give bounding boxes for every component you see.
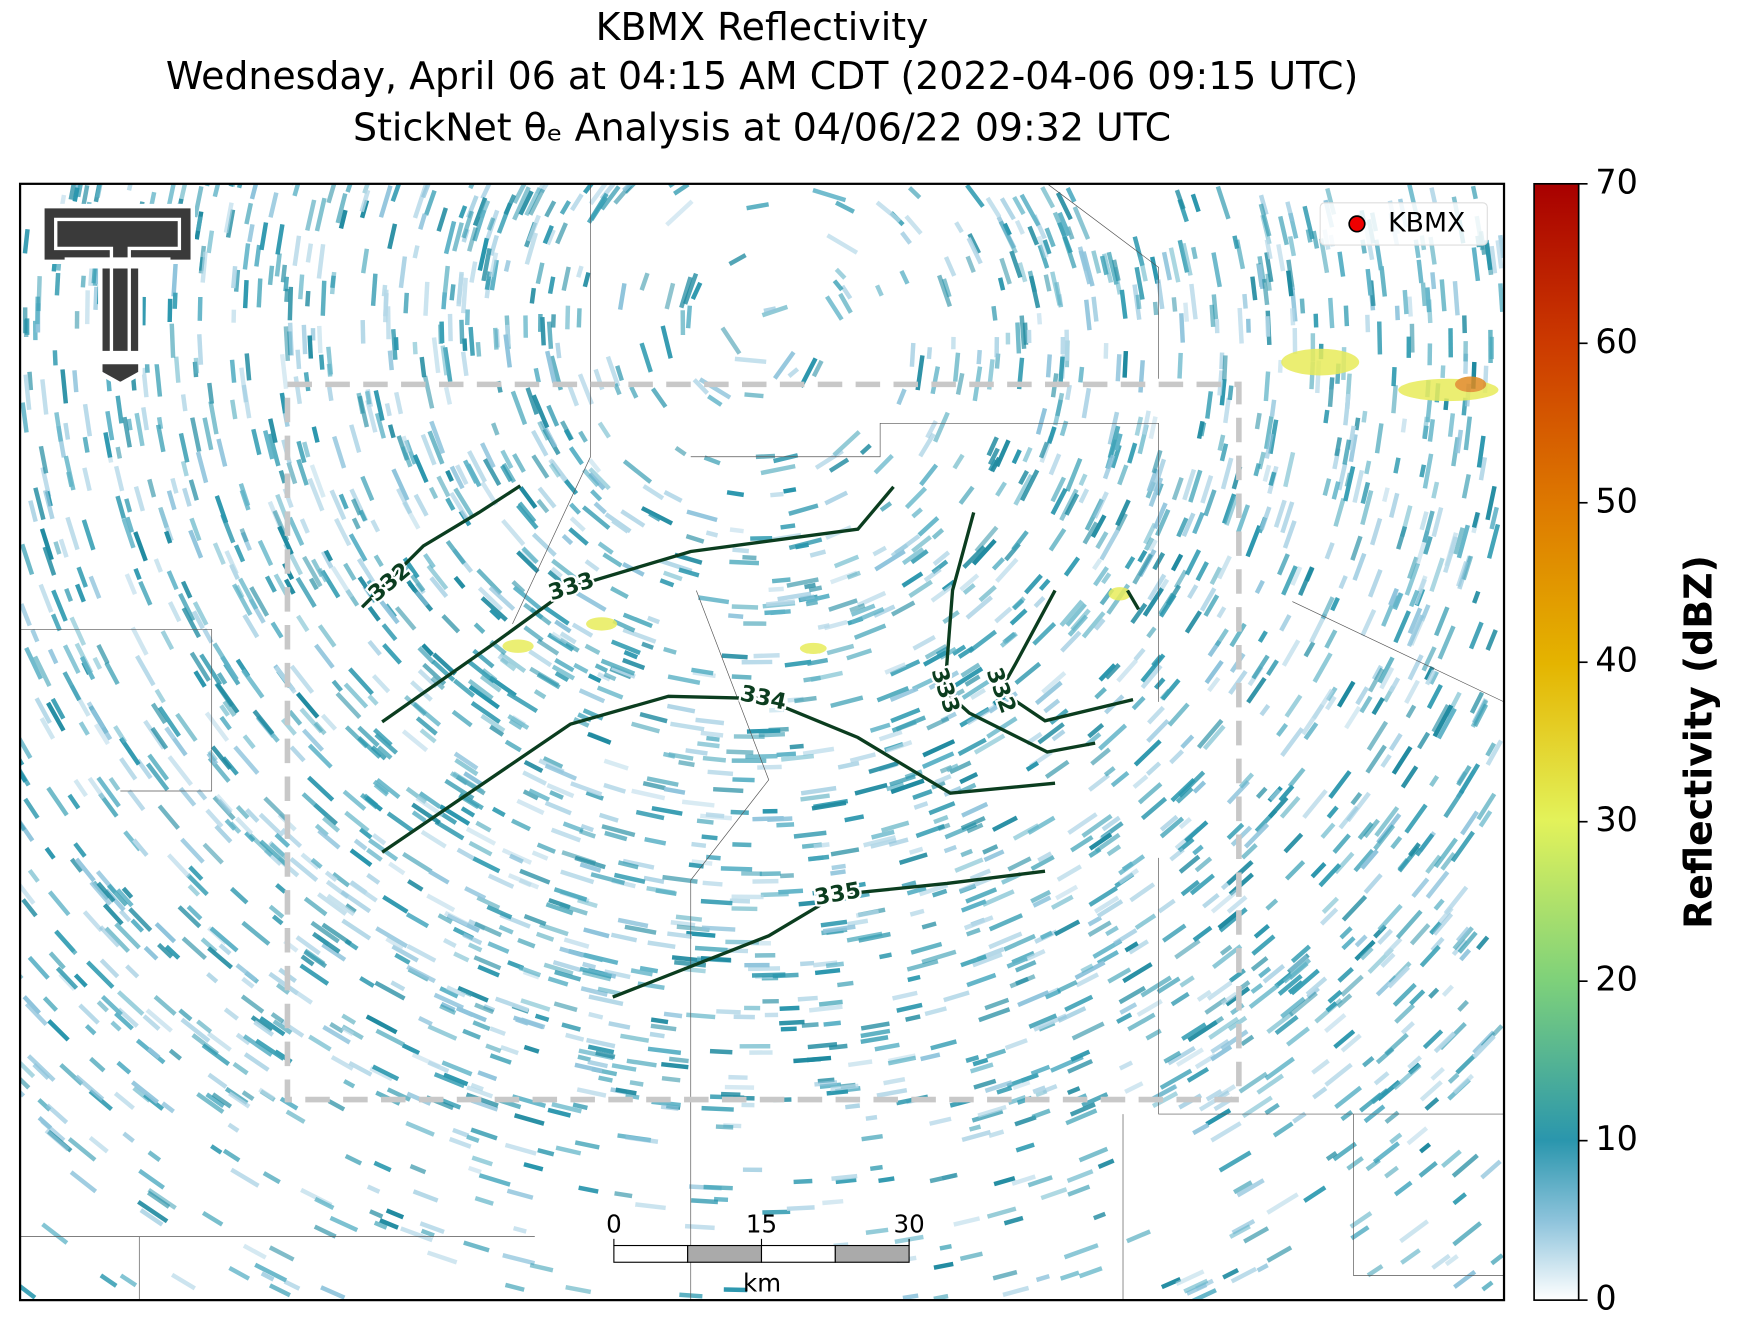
subtitle: Wednesday, April 06 at 04:15 AM CDT (202… [166,54,1358,98]
colorbar-tick-label: 10 [1595,1119,1638,1158]
analysis-domain [284,381,1242,1103]
scale-unit: km [743,1269,781,1298]
colorbar-label: Reflectivity (dBZ) [1677,555,1721,929]
colorbar-tick-label: 60 [1595,322,1638,361]
radar-echoes [20,183,1505,1301]
county-borders [20,183,1505,1301]
colorbar-tick-label: 50 [1595,481,1638,520]
map-frame [18,182,1506,1302]
contour-lines [360,484,1141,999]
scale-segment [613,1244,689,1263]
colorbar-tick-label: 20 [1595,960,1638,999]
scale-segment [760,1244,836,1263]
colorbar-scale [1533,182,1580,1301]
colorbar-tick-label: 0 [1595,1279,1616,1318]
colorbar-tick-label: 30 [1595,800,1638,839]
scale-tick-label: 30 [894,1209,925,1238]
scale-tick-label: 15 [746,1209,777,1238]
scale-bar: km 0 15 30 [606,1209,925,1297]
scale-segment [687,1244,763,1263]
colorbar-tick-label: 40 [1595,641,1638,680]
strong-echoes [502,348,1499,654]
analysis-title: StickNet θₑ Analysis at 04/06/22 09:32 U… [353,105,1171,149]
colorbar-tick-label: 70 [1595,162,1638,201]
title: KBMX Reflectivity [596,5,929,49]
colorbar: Reflectivity (dBZ) 0 10 20 30 40 50 60 70 [1533,162,1721,1318]
legend-label: KBMX [1388,207,1465,238]
scale-tick-label: 0 [606,1209,622,1238]
scale-segment [834,1244,910,1263]
legend-marker [1348,215,1366,233]
legend: KBMX [1319,202,1488,246]
logo [40,203,195,387]
